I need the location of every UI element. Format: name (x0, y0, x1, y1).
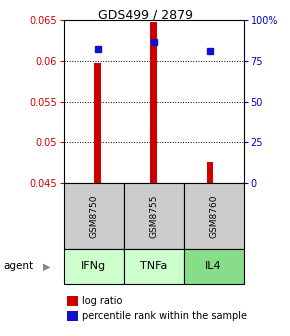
Text: ▶: ▶ (43, 261, 51, 271)
Text: GSM8750: GSM8750 (89, 194, 98, 238)
Bar (67, 296, 78, 306)
Bar (206, 162, 213, 183)
Text: TNFa: TNFa (140, 261, 167, 271)
Text: log ratio: log ratio (82, 296, 122, 306)
Bar (184, 183, 244, 249)
Bar (184, 249, 244, 284)
Text: GSM8760: GSM8760 (209, 194, 218, 238)
Bar (64, 183, 124, 249)
Text: GDS499 / 2879: GDS499 / 2879 (97, 8, 193, 22)
Text: agent: agent (3, 261, 33, 271)
Text: percentile rank within the sample: percentile rank within the sample (82, 311, 247, 321)
Bar (124, 249, 184, 284)
Text: IL4: IL4 (205, 261, 222, 271)
Bar (150, 22, 157, 183)
Bar (67, 311, 78, 321)
Bar (64, 249, 124, 284)
Bar (94, 64, 101, 183)
Text: IFNg: IFNg (81, 261, 106, 271)
Bar (124, 183, 184, 249)
Text: GSM8755: GSM8755 (149, 194, 158, 238)
